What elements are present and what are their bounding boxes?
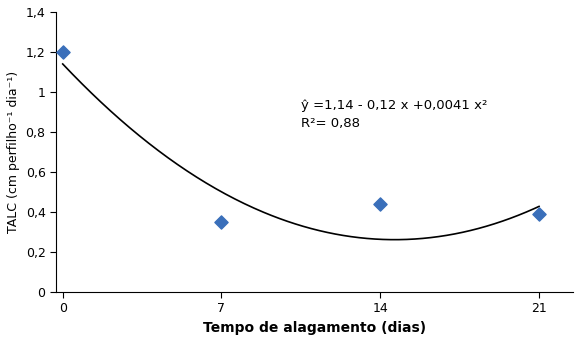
Y-axis label: TALC (cm perfilho⁻¹ dia⁻¹): TALC (cm perfilho⁻¹ dia⁻¹) (7, 71, 20, 233)
X-axis label: Tempo de alagamento (dias): Tempo de alagamento (dias) (203, 321, 426, 335)
Text: R²= 0,88: R²= 0,88 (301, 118, 360, 131)
Point (534, 211, 543, 217)
Point (217, 219, 226, 225)
Point (376, 201, 385, 207)
Text: ŷ =1,14 - 0,12 x +0,0041 x²: ŷ =1,14 - 0,12 x +0,0041 x² (301, 100, 487, 113)
Point (58, 49, 67, 55)
